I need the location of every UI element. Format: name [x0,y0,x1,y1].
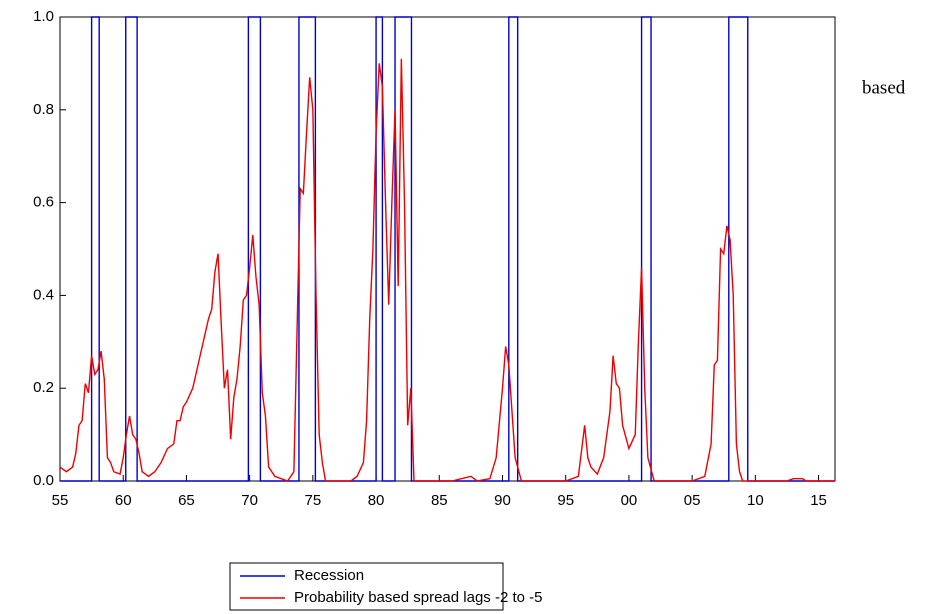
y-tick-label: 0.2 [33,379,54,396]
x-tick-label: 70 [241,492,258,509]
x-tick-label: 15 [810,492,827,509]
legend-box [229,562,504,611]
series-line [59,58,835,482]
x-tick-label: 90 [494,492,511,509]
series-line [60,16,835,482]
legend-label: Recession [294,567,364,584]
y-tick-label: 0.0 [33,472,54,489]
y-tick-label: 1.0 [33,8,54,25]
x-tick-label: 75 [305,492,322,509]
x-tick-label: 60 [115,492,132,509]
x-tick-label: 55 [52,492,69,509]
annotation: based [862,77,906,98]
y-tick-label: 0.6 [33,194,54,211]
y-tick-label: 0.4 [33,286,54,303]
x-tick-label: 85 [431,492,448,509]
x-tick-label: 80 [368,492,385,509]
x-tick-label: 05 [684,492,701,509]
x-tick-label: 10 [747,492,764,509]
x-tick-label: 95 [557,492,574,509]
y-tick-label: 0.8 [33,101,54,118]
plot-frame [59,16,836,482]
x-tick-label: 00 [621,492,638,509]
legend-label: Probability based spread lags -2 to -5 [294,589,542,606]
x-tick-label: 65 [178,492,195,509]
